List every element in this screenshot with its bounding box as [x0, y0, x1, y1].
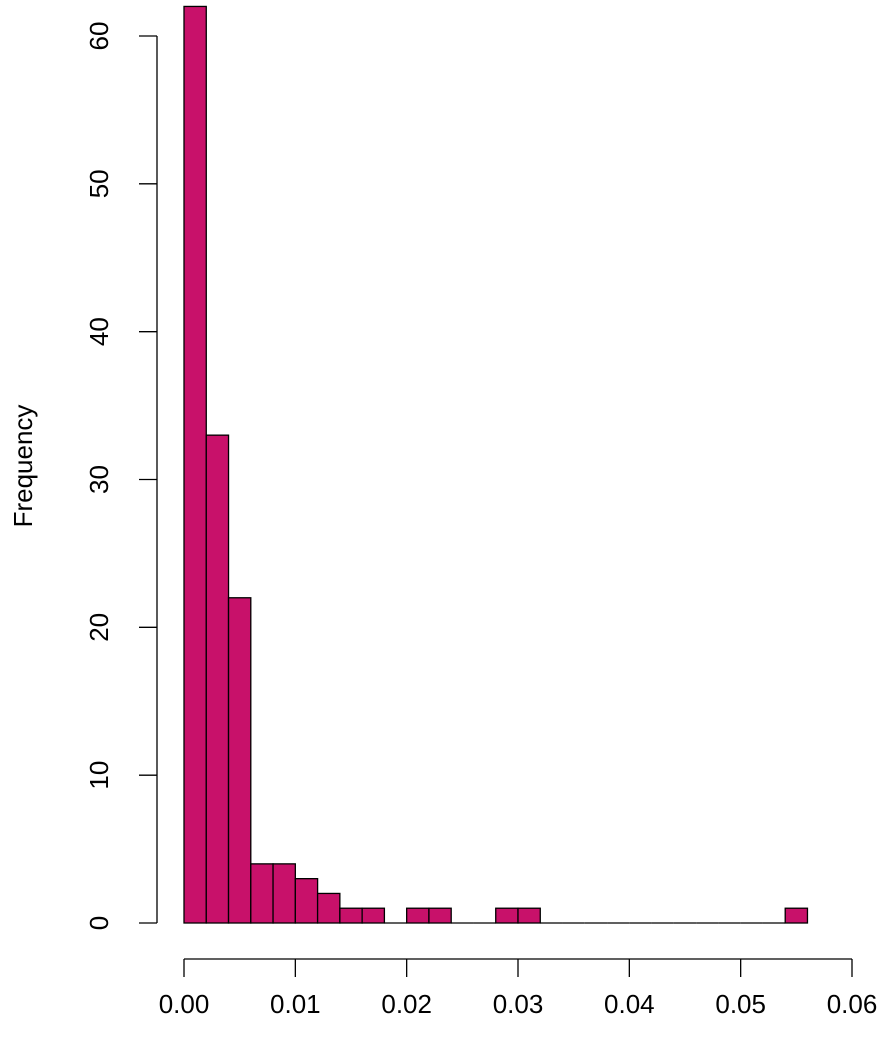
x-tick-label: 0.06	[827, 989, 878, 1019]
x-tick-label: 0.02	[381, 989, 432, 1019]
histogram-bar	[227, 597, 252, 924]
histogram-bar	[316, 892, 341, 924]
x-axis: 0.00 0.01 0.02 0.03 0.04 0.05 0.06	[159, 958, 878, 1019]
y-tick-label: 20	[84, 613, 114, 642]
histogram-bar	[406, 907, 430, 924]
y-tick-label: 0	[84, 916, 114, 930]
x-tick-label: 0.00	[159, 989, 210, 1019]
y-tick-label: 10	[84, 761, 114, 790]
y-tick-label: 50	[84, 169, 114, 198]
histogram-bar	[339, 907, 363, 924]
y-axis: 0 10 20 30 40 50 60	[84, 22, 158, 930]
x-tick-label: 0.03	[493, 989, 544, 1019]
bars-group	[183, 5, 809, 924]
histogram-bar	[517, 907, 541, 924]
x-tick-label: 0.05	[715, 989, 766, 1019]
histogram-bar	[784, 907, 809, 924]
histogram-bar	[250, 863, 274, 924]
y-tick-label: 60	[84, 22, 114, 51]
histogram-bar	[428, 907, 452, 924]
histogram-bar	[495, 907, 519, 924]
histogram-bar	[361, 907, 386, 924]
y-tick-label: 30	[84, 465, 114, 494]
x-tick-label: 0.01	[270, 989, 321, 1019]
y-axis-label: Frequency	[8, 405, 38, 528]
histogram-bar	[272, 863, 296, 924]
histogram-bar	[205, 434, 230, 924]
y-tick-label: 40	[84, 317, 114, 346]
histogram-bar	[294, 878, 319, 924]
x-tick-label: 0.04	[604, 989, 655, 1019]
histogram-bar	[183, 5, 207, 924]
